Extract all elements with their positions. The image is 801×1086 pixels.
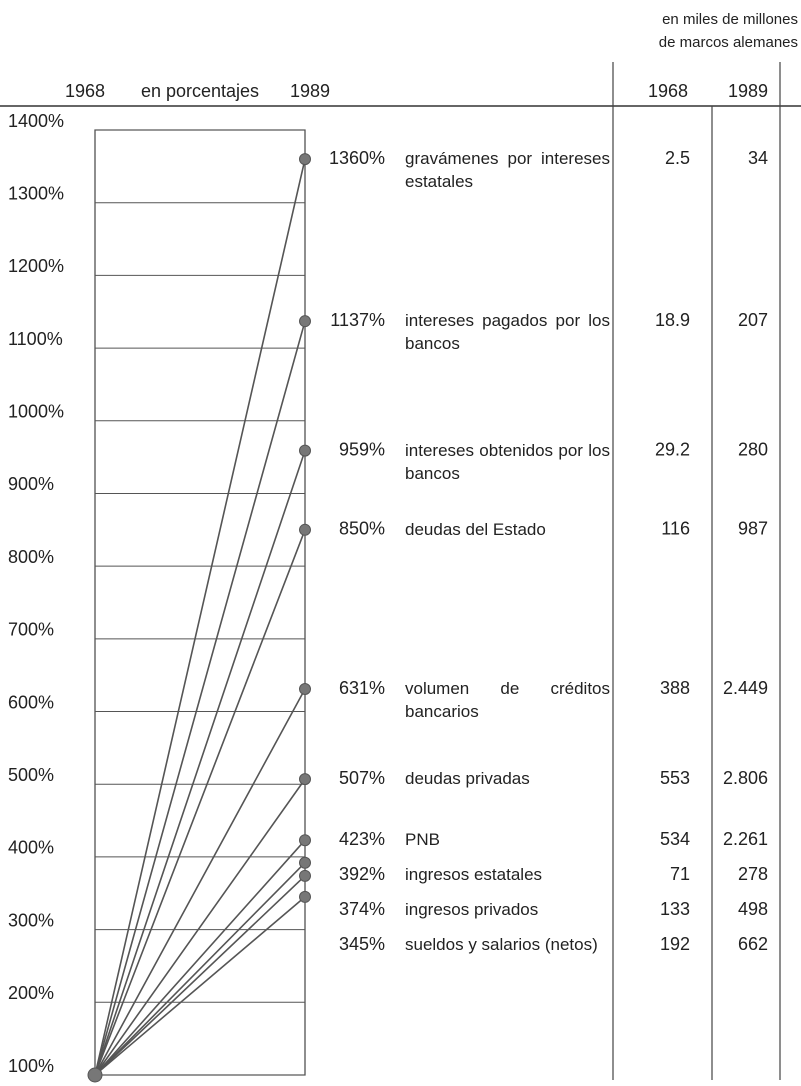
table-caption: de marcos alemanes — [659, 34, 798, 51]
y-tick-label: 700% — [8, 620, 54, 640]
value-label: 345% — [339, 934, 385, 954]
table-cell: 71 — [670, 864, 690, 884]
end-dot — [299, 153, 311, 166]
table-cell: 2.261 — [723, 829, 768, 849]
row-label: ingresos privados — [405, 900, 539, 920]
table-cell: 18.9 — [655, 310, 690, 330]
value-label: 423% — [339, 829, 385, 849]
table-cell: 116 — [661, 519, 690, 539]
y-tick-label: 1000% — [8, 402, 64, 422]
y-tick-label: 1300% — [8, 183, 64, 203]
table-cell: 280 — [738, 439, 768, 459]
end-dot — [299, 773, 311, 786]
table-cell: 534 — [660, 829, 690, 849]
row-label: deudas del Estado — [405, 519, 546, 539]
series-line — [94, 839, 306, 1076]
table-cell: 662 — [738, 934, 768, 954]
y-tick-label: 800% — [8, 547, 54, 567]
table-cell: 2.806 — [723, 768, 768, 788]
series-line — [94, 688, 306, 1076]
value-label: 392% — [339, 864, 385, 884]
y-tick-label: 900% — [8, 474, 54, 494]
row-label: intereses pagados por los bancos — [405, 311, 610, 354]
value-label: 850% — [339, 519, 385, 539]
y-tick-label: 400% — [8, 838, 54, 858]
row-label: ingresos estatales — [405, 865, 543, 885]
column-header: 1989 — [728, 81, 768, 101]
row-label: intereses obtenidos por los bancos — [405, 440, 610, 483]
table-cell: 987 — [738, 519, 768, 539]
table-cell: 207 — [738, 310, 768, 330]
x-tick-label: 1989 — [290, 81, 330, 101]
series-line — [94, 862, 306, 1076]
end-dot — [299, 683, 311, 696]
table-caption: en miles de millones — [662, 11, 798, 28]
row-label: gravámenes por intereses estatales — [405, 149, 610, 192]
value-label: 1360% — [329, 148, 385, 168]
y-tick-label: 500% — [8, 765, 54, 785]
start-dot — [87, 1067, 103, 1083]
table-cell: 553 — [660, 768, 690, 788]
y-tick-label: 1200% — [8, 256, 64, 276]
x-axis-label: en porcentajes — [141, 81, 259, 101]
table-cell: 278 — [738, 864, 768, 884]
column-header: 1968 — [648, 81, 688, 101]
end-dot — [299, 856, 311, 869]
end-dot — [299, 890, 311, 903]
value-label: 1137% — [330, 310, 385, 330]
value-label: 959% — [339, 439, 385, 459]
table-cell: 133 — [660, 899, 690, 919]
end-dot — [299, 315, 311, 328]
end-dot — [299, 444, 311, 457]
table-cell: 388 — [660, 678, 690, 698]
y-tick-label: 300% — [8, 910, 54, 930]
value-label: 374% — [339, 899, 385, 919]
table-cell: 498 — [738, 899, 768, 919]
table-cell: 192 — [660, 934, 690, 954]
value-label: 631% — [339, 678, 385, 698]
y-tick-label: 100% — [8, 1056, 54, 1076]
table-cell: 2.449 — [723, 678, 768, 698]
series-line — [94, 875, 306, 1076]
series-line — [94, 778, 306, 1076]
x-tick-label: 1968 — [65, 81, 105, 101]
row-label: PNB — [405, 830, 440, 850]
end-dot — [299, 523, 311, 536]
row-label: deudas privadas — [405, 769, 530, 789]
end-dot — [299, 869, 311, 882]
series-line — [94, 320, 306, 1076]
table-cell: 29.2 — [655, 439, 690, 459]
end-dot — [299, 834, 311, 847]
y-tick-label: 1100% — [8, 329, 63, 349]
table-cell: 2.5 — [665, 148, 690, 168]
y-tick-label: 200% — [8, 983, 54, 1003]
row-label: sueldos y salarios (netos) — [405, 935, 598, 955]
y-tick-label: 600% — [8, 692, 54, 712]
series-line — [94, 158, 306, 1076]
row-label: volumen de créditos bancarios — [405, 679, 610, 721]
value-label: 507% — [339, 768, 385, 788]
table-cell: 34 — [748, 148, 768, 168]
series-line — [94, 450, 306, 1076]
series-line — [94, 896, 306, 1076]
series-line — [94, 529, 306, 1076]
y-tick-label: 1400% — [8, 111, 64, 131]
plot-frame — [94, 129, 306, 1076]
